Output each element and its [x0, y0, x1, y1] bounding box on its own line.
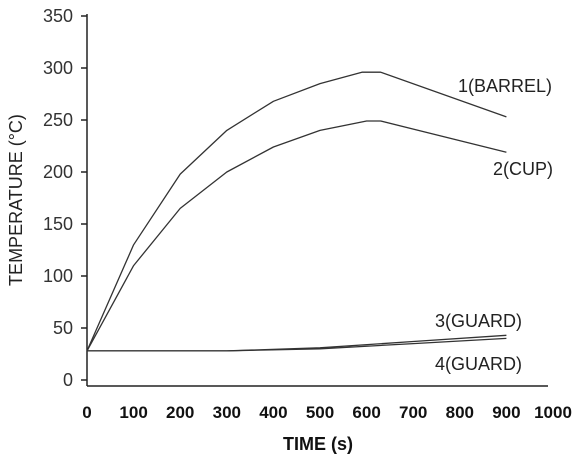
series-label-guard-3: 3(GUARD): [435, 311, 522, 331]
y-tick-label: 50: [53, 318, 73, 338]
series-label-cup: 2(CUP): [493, 159, 553, 179]
y-axis-title: TEMPERATURE (°C): [6, 114, 26, 286]
x-tick-label: 600: [352, 403, 380, 422]
series-label-guard-4: 4(GUARD): [435, 354, 522, 374]
y-tick-label: 350: [43, 6, 73, 26]
y-tick-label: 250: [43, 110, 73, 130]
series-label-barrel: 1(BARREL): [458, 76, 552, 96]
x-axis-ticks: 0 100 200 300 400 500 600 700 800 900 1000: [82, 403, 572, 422]
x-tick-label: 1000: [534, 403, 572, 422]
series-line-2: [86, 120, 507, 352]
y-tick-label: 150: [43, 214, 73, 234]
x-tick-label: 900: [492, 403, 520, 422]
x-axis-title: TIME (s): [283, 434, 353, 454]
series-group: [86, 71, 507, 352]
x-tick-label: 300: [213, 403, 241, 422]
x-tick-label: 200: [166, 403, 194, 422]
y-tick-label: 200: [43, 162, 73, 182]
x-tick-label: 800: [446, 403, 474, 422]
x-tick-label: 0: [82, 403, 91, 422]
x-tick-label: 700: [399, 403, 427, 422]
y-tick-label: 0: [63, 370, 73, 390]
y-axis-ticks: 0 50 100 150 200 250 300 350: [43, 6, 87, 390]
x-tick-label: 500: [306, 403, 334, 422]
series-line-3: [87, 334, 507, 352]
series-line-4: [87, 337, 507, 352]
x-tick-label: 100: [119, 403, 147, 422]
series-line-1: [86, 71, 507, 352]
y-tick-label: 100: [43, 266, 73, 286]
y-tick-label: 300: [43, 58, 73, 78]
x-tick-label: 400: [259, 403, 287, 422]
